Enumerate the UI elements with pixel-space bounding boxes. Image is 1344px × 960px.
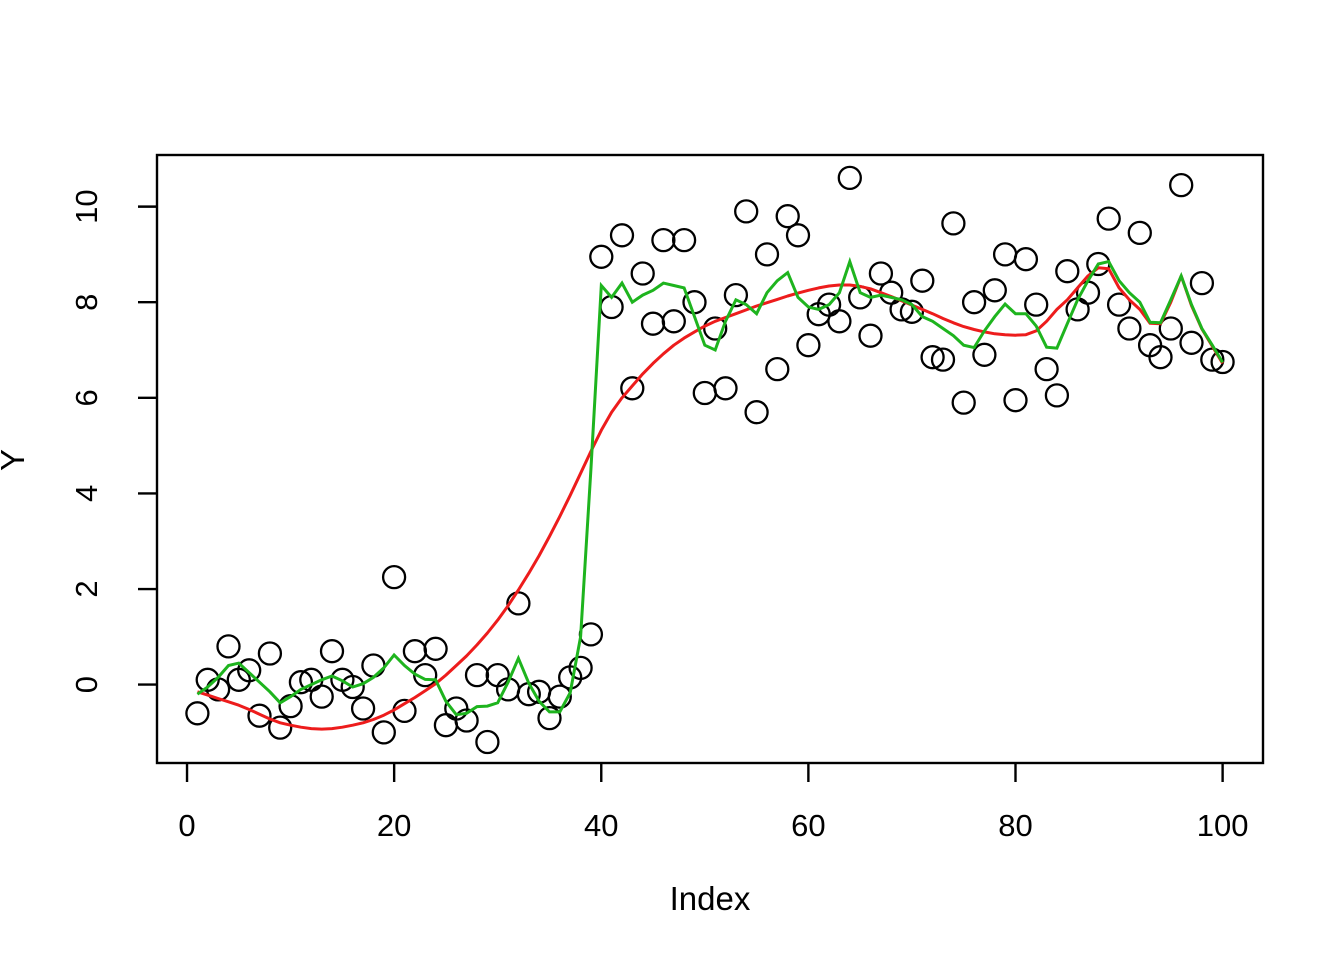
data-point <box>537 705 562 731</box>
data-point <box>930 347 956 372</box>
data-point <box>1024 292 1049 317</box>
data-point <box>547 684 572 709</box>
data-point <box>796 333 821 358</box>
data-point <box>661 309 686 334</box>
data-point <box>754 242 780 267</box>
data-point <box>920 345 945 370</box>
x-tick-label: 20 <box>377 808 411 843</box>
data-point <box>982 278 1007 303</box>
data-point <box>744 400 769 425</box>
data-point <box>1127 220 1152 246</box>
y-axis-title: Y <box>0 449 31 471</box>
data-point <box>381 564 407 590</box>
data-point <box>1179 330 1204 355</box>
data-point <box>454 708 479 733</box>
data-point <box>578 622 604 647</box>
x-tick-label: 80 <box>998 808 1032 843</box>
data-point <box>288 670 314 695</box>
data-point <box>951 390 976 415</box>
data-point <box>257 641 283 666</box>
y-tick-label: 4 <box>69 485 104 502</box>
data-point <box>1210 349 1235 375</box>
data-point <box>703 316 728 341</box>
data-point <box>433 713 459 738</box>
x-tick-label: 100 <box>1197 808 1249 843</box>
data-point <box>464 662 490 688</box>
data-point <box>402 639 428 664</box>
data-point <box>692 380 717 406</box>
data-point <box>827 309 852 334</box>
data-point <box>1106 292 1132 317</box>
data-point <box>671 227 697 253</box>
plot-box <box>155 153 1265 765</box>
y-tick-label: 0 <box>69 676 104 693</box>
data-point <box>268 715 293 740</box>
data-point <box>765 356 790 382</box>
data-point <box>1034 356 1059 382</box>
data-point <box>961 290 987 315</box>
data-point <box>1158 316 1183 341</box>
data-point <box>972 342 997 367</box>
data-point <box>237 658 262 683</box>
data-point <box>899 299 925 324</box>
data-point <box>371 720 396 745</box>
data-point <box>340 674 365 700</box>
data-point <box>423 636 448 661</box>
data-point <box>278 693 303 719</box>
data-point <box>775 204 800 229</box>
y-tick-label: 2 <box>69 580 104 597</box>
data-point <box>630 261 655 286</box>
x-tick-label: 60 <box>791 808 825 843</box>
data-point <box>350 696 376 721</box>
y-tick-label: 8 <box>69 294 104 311</box>
data-point <box>713 376 738 401</box>
moving-average-line <box>196 256 1224 717</box>
data-point <box>1003 388 1028 413</box>
data-point <box>1044 383 1070 408</box>
data-point <box>485 662 510 688</box>
data-point <box>1189 270 1215 296</box>
data-point <box>185 701 210 726</box>
data-point <box>651 227 676 253</box>
data-point <box>1117 316 1142 341</box>
data-point <box>837 165 862 191</box>
data-point <box>475 729 500 755</box>
data-point <box>910 268 935 293</box>
data-point <box>858 323 883 348</box>
data-point <box>1148 345 1173 370</box>
data-point <box>785 223 811 248</box>
data-point <box>216 634 241 659</box>
data-point <box>941 211 966 236</box>
data-point <box>1096 206 1121 231</box>
data-point <box>589 244 614 269</box>
data-point <box>1055 259 1080 284</box>
data-point <box>361 653 386 678</box>
x-tick-label: 40 <box>584 808 618 843</box>
data-point <box>734 199 759 224</box>
smooth-fit-line <box>196 266 1224 731</box>
data-point <box>1169 172 1194 198</box>
data-point <box>640 311 666 336</box>
x-axis-title: Index <box>670 880 751 917</box>
x-tick-label: 0 <box>178 808 195 843</box>
data-point <box>247 703 272 728</box>
y-tick-label: 10 <box>69 189 104 223</box>
data-point <box>723 282 749 308</box>
data-point <box>309 684 334 709</box>
data-point <box>568 655 593 681</box>
data-point <box>609 223 635 248</box>
data-point <box>620 376 645 401</box>
y-tick-label: 6 <box>69 389 104 406</box>
data-point <box>868 261 894 286</box>
data-point <box>319 639 345 664</box>
data-point <box>1013 247 1039 272</box>
data-point <box>992 242 1018 267</box>
